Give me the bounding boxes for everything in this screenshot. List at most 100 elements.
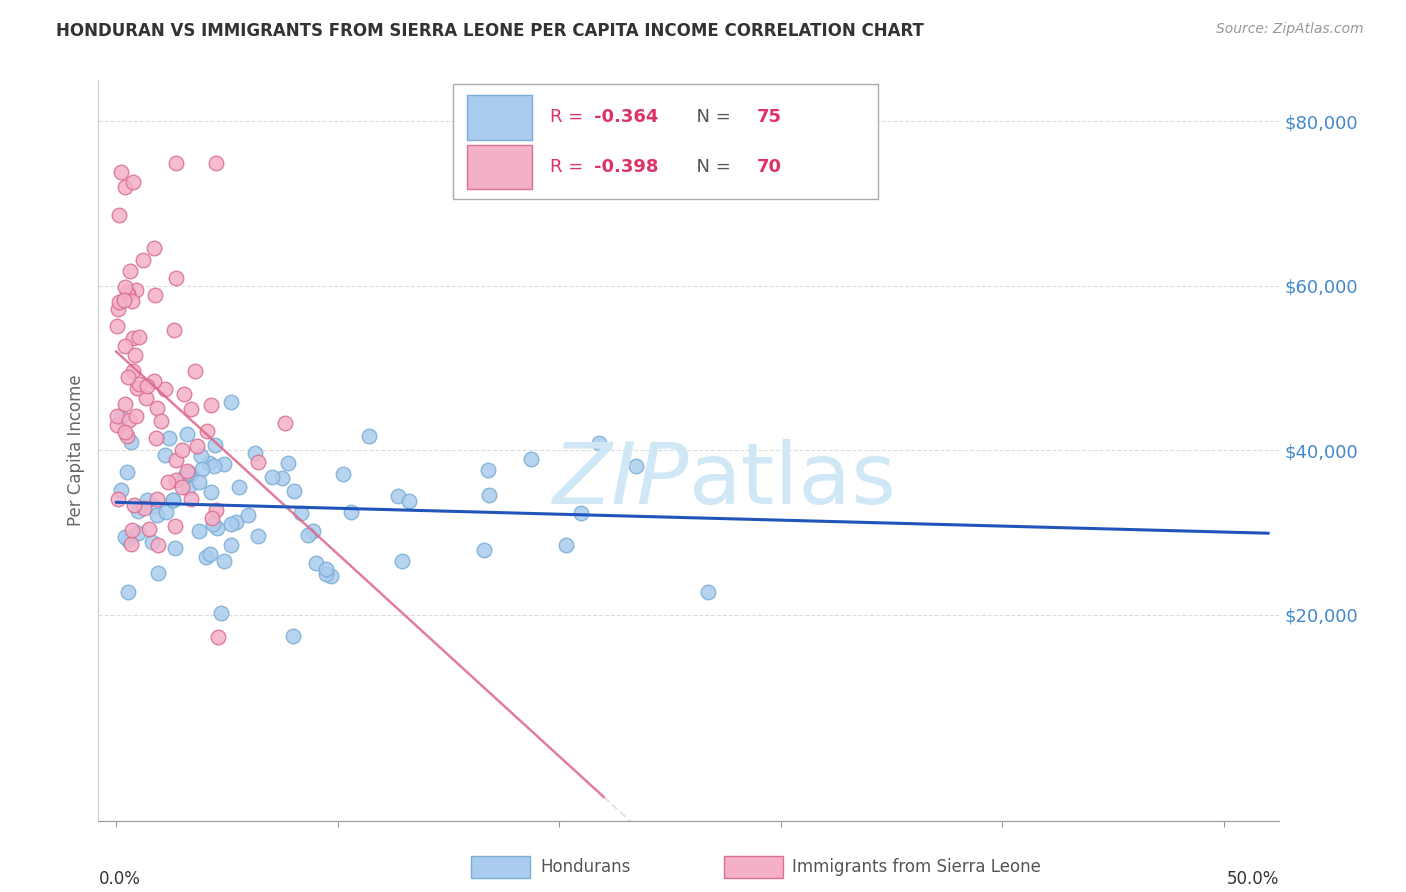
Point — [149, 414, 172, 428]
Point — [121, 294, 143, 309]
Point — [117, 369, 139, 384]
Point — [114, 530, 136, 544]
Point — [321, 569, 343, 583]
Point — [117, 413, 139, 427]
Point — [105, 418, 128, 433]
Point — [207, 630, 229, 644]
Point — [398, 494, 420, 508]
Point — [274, 416, 297, 430]
Point — [315, 567, 337, 582]
Point — [290, 506, 312, 520]
Point — [520, 451, 543, 466]
Text: 70: 70 — [756, 158, 782, 176]
Point — [225, 515, 247, 529]
Point — [170, 480, 193, 494]
Text: Immigrants from Sierra Leone: Immigrants from Sierra Leone — [792, 858, 1040, 876]
Point — [165, 473, 187, 487]
Point — [136, 379, 159, 393]
Point — [271, 471, 294, 485]
Point — [170, 443, 193, 458]
Point — [332, 467, 354, 482]
Y-axis label: Per Capita Income: Per Capita Income — [67, 375, 86, 526]
Point — [198, 456, 221, 470]
Point — [624, 458, 647, 473]
Text: N =: N = — [685, 158, 737, 176]
Point — [202, 459, 225, 474]
Point — [108, 294, 131, 309]
Point — [142, 499, 165, 513]
Point — [245, 446, 267, 460]
Point — [302, 524, 325, 538]
Point — [177, 466, 200, 480]
Point — [166, 155, 188, 169]
Point — [176, 427, 198, 442]
Point — [180, 467, 202, 482]
Point — [110, 409, 132, 424]
Point — [472, 543, 495, 558]
Point — [212, 458, 235, 472]
Point — [165, 453, 187, 467]
Text: R =: R = — [550, 108, 589, 127]
Point — [198, 547, 221, 561]
Point — [173, 470, 195, 484]
Text: 0.0%: 0.0% — [98, 870, 141, 888]
Point — [118, 264, 141, 278]
Point — [114, 425, 136, 439]
Point — [304, 556, 326, 570]
Point — [125, 283, 148, 297]
Text: 75: 75 — [756, 108, 782, 127]
Point — [357, 429, 380, 443]
Point — [297, 528, 319, 542]
Point — [697, 584, 720, 599]
Point — [204, 438, 226, 452]
Point — [200, 399, 222, 413]
Point — [315, 561, 337, 575]
Point — [177, 481, 200, 495]
Point — [247, 455, 270, 469]
Point — [115, 465, 138, 479]
Point — [281, 629, 304, 643]
Point — [153, 382, 176, 396]
Point — [162, 492, 184, 507]
Text: 50.0%: 50.0% — [1227, 870, 1279, 888]
Point — [141, 535, 163, 549]
Point — [277, 456, 299, 470]
Point — [205, 521, 228, 535]
Point — [191, 462, 214, 476]
Point — [146, 538, 169, 552]
Point — [163, 541, 186, 555]
Point — [173, 387, 195, 401]
Text: Hondurans: Hondurans — [540, 858, 630, 876]
Point — [110, 165, 132, 179]
Point — [478, 488, 501, 502]
Point — [201, 511, 224, 525]
Text: ZIP: ZIP — [553, 439, 689, 522]
Point — [128, 377, 150, 392]
Point — [153, 449, 176, 463]
Point — [127, 526, 149, 541]
Text: -0.398: -0.398 — [595, 158, 659, 176]
Point — [127, 504, 149, 518]
Text: HONDURAN VS IMMIGRANTS FROM SIERRA LEONE PER CAPITA INCOME CORRELATION CHART: HONDURAN VS IMMIGRANTS FROM SIERRA LEONE… — [56, 22, 924, 40]
Point — [190, 449, 212, 463]
Point — [205, 155, 228, 169]
Point — [122, 363, 145, 377]
Point — [135, 391, 157, 405]
Text: Source: ZipAtlas.com: Source: ZipAtlas.com — [1216, 22, 1364, 37]
Point — [108, 208, 131, 222]
Point — [146, 401, 169, 415]
Text: R =: R = — [550, 158, 589, 176]
Point — [155, 505, 177, 519]
Point — [228, 480, 250, 494]
Point — [212, 554, 235, 568]
Point — [391, 554, 413, 568]
Point — [132, 501, 155, 516]
Point — [340, 505, 363, 519]
Point — [194, 550, 217, 565]
Point — [201, 517, 224, 532]
Point — [107, 492, 129, 507]
Point — [176, 464, 198, 478]
Point — [110, 483, 132, 497]
Point — [125, 381, 148, 395]
Point — [124, 348, 146, 362]
